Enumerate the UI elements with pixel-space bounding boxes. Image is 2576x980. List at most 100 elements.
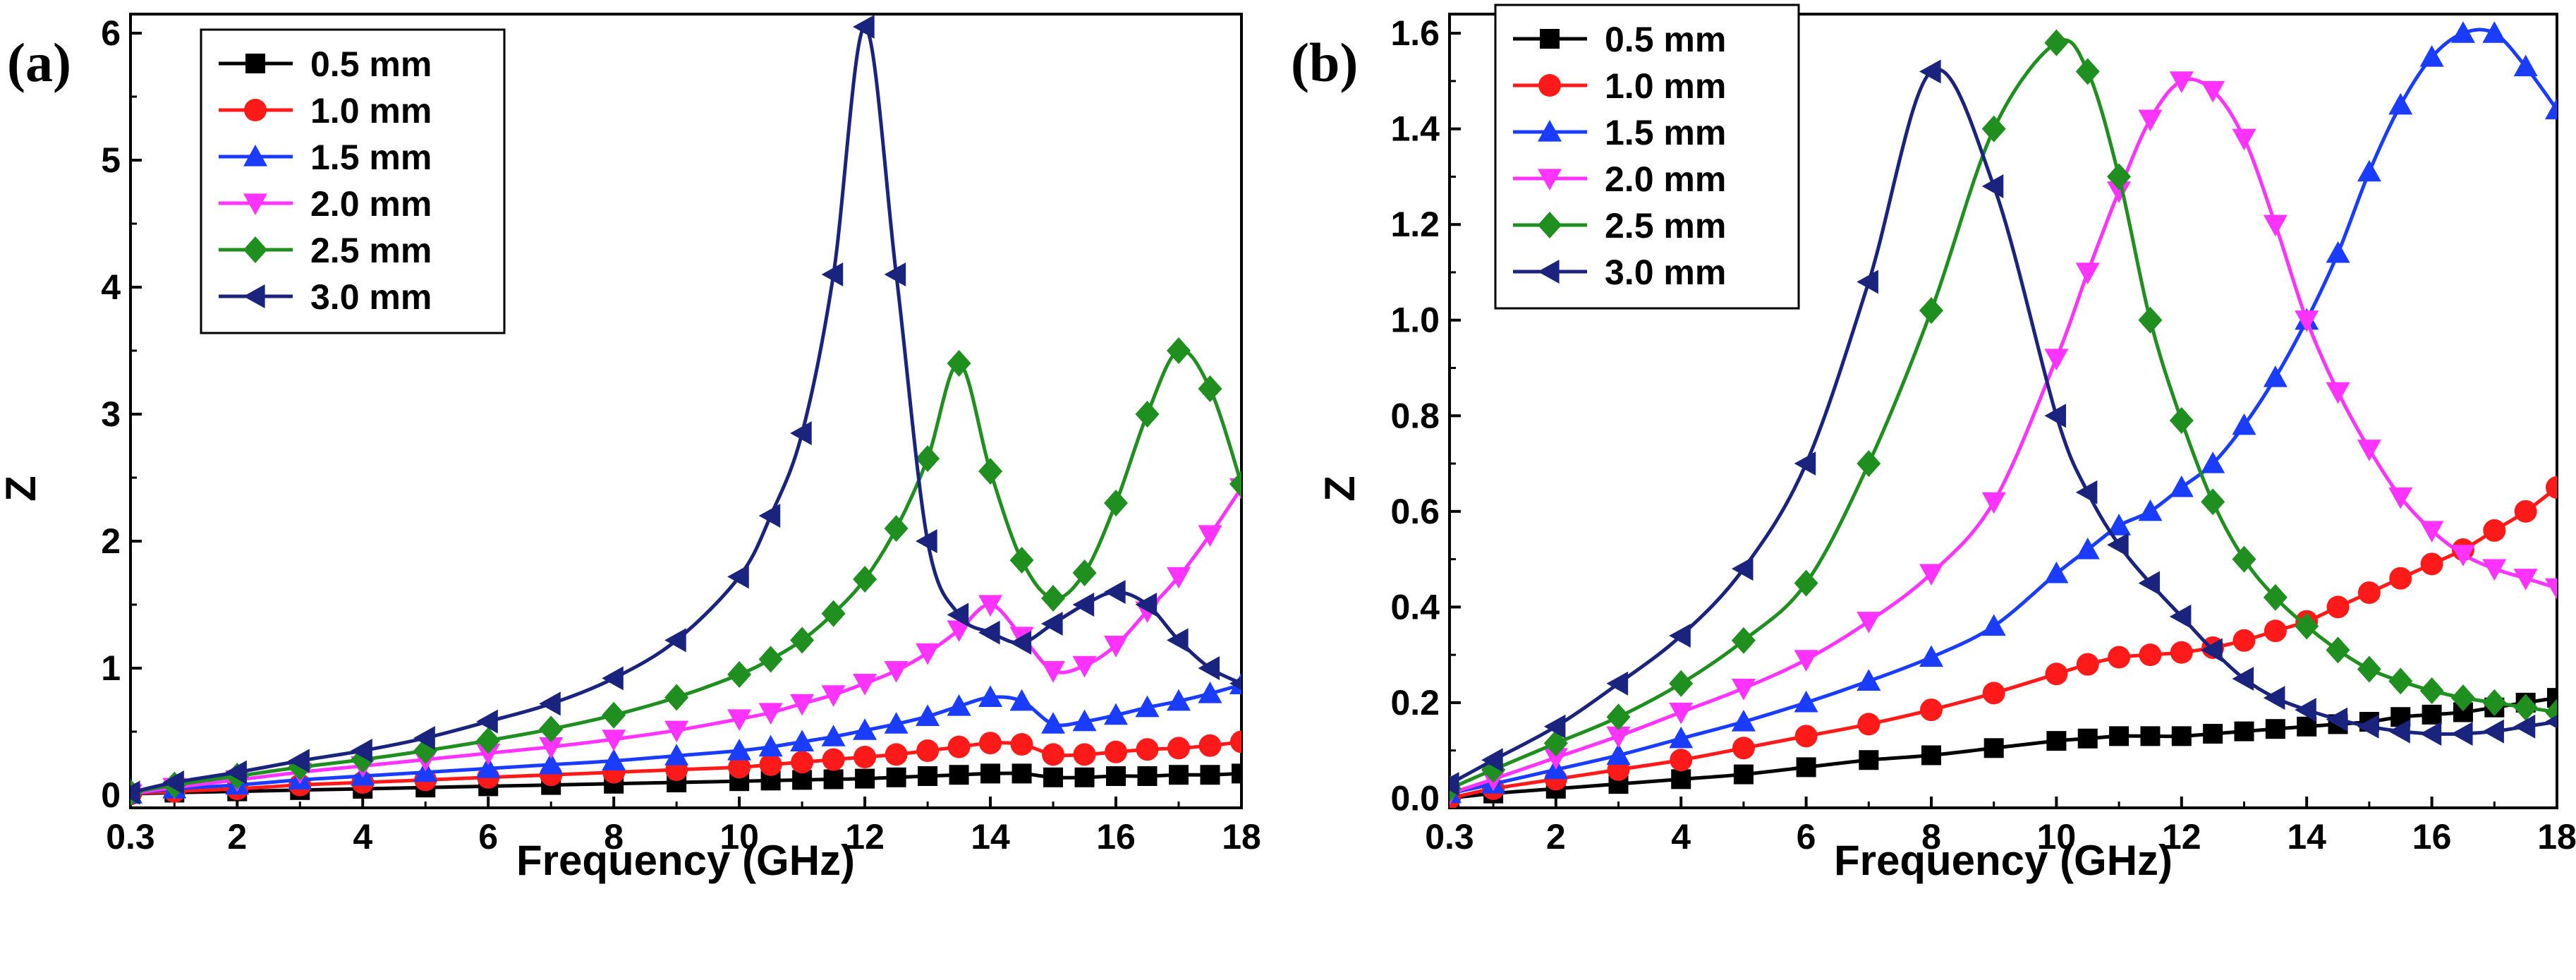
data-point [2234,721,2254,742]
data-point [2044,404,2066,428]
data-point [2450,21,2475,43]
data-point [1450,772,1459,797]
data-point [2357,159,2381,182]
data-point [2419,677,2444,704]
data-point [2326,636,2350,664]
legend-marker [1538,260,1560,284]
data-point [2513,569,2538,591]
x-tick-label: 14 [971,817,1010,857]
data-point [790,627,815,654]
legend-label: 0.5 mm [1605,20,1726,59]
data-point [476,709,498,734]
data-point [791,751,814,774]
data-point [727,661,752,688]
x-tick-label: 12 [845,817,885,857]
data-point [1136,738,1159,761]
data-point [2107,181,2132,203]
data-point [2140,726,2161,746]
data-point [1198,682,1222,703]
data-point [2169,71,2194,93]
data-point [1919,645,1943,667]
data-point [2389,567,2412,590]
data-point [1731,627,1756,654]
data-point [1669,670,1694,697]
x-tick-label: 8 [1921,817,1941,857]
data-point [1919,564,1943,586]
data-point [918,766,938,786]
data-point [1919,297,1943,325]
data-point [476,744,501,766]
data-point [1733,764,1754,785]
data-point [2545,715,2557,729]
y-tick-label: 0.2 [1390,683,1440,722]
data-point [1669,624,1691,648]
data-point [1074,767,1095,787]
data-point [1919,698,1943,722]
data-point [1606,703,1631,731]
data-point [978,458,1003,485]
data-point [2545,97,2557,120]
data-point [978,620,1000,645]
data-point [1042,743,1065,766]
data-point [1669,726,1694,749]
data-point [1010,733,1033,756]
data-point [1794,569,1818,597]
y-tick-label: 1.4 [1390,109,1440,149]
data-point [2326,707,2348,732]
data-point [1072,709,1097,732]
data-point [978,595,1003,617]
data-point [947,735,971,758]
data-point [758,646,783,673]
legend-label: 3.0 mm [1605,253,1726,292]
legend-marker [1540,29,1560,49]
data-point [1041,585,1066,612]
legend-marker [243,236,267,263]
data-point [2169,407,2194,435]
data-point [2419,721,2442,746]
data-point [1230,730,1241,754]
y-tick-label: 0.4 [1390,587,1440,627]
data-point [2450,684,2475,712]
data-point [1198,375,1222,402]
data-point [2264,619,2287,643]
data-point [1041,661,1066,683]
data-point [821,262,844,286]
data-point [1167,567,1191,589]
data-point [947,350,971,377]
data-point [886,767,906,787]
legend-label: 1.5 mm [310,138,432,177]
data-point [1167,689,1191,711]
data-point [2076,653,2099,676]
y-tick-label: 1.6 [1390,13,1440,53]
data-point [2169,604,2192,629]
data-point [1859,750,1879,770]
data-point [2419,521,2444,543]
legend-label: 1.5 mm [1605,113,1726,152]
data-point [853,674,877,696]
data-point [823,769,844,790]
data-point [2357,714,2379,739]
data-point [664,684,689,711]
legend: 0.5 mm 1.0 mm 1.5 mm 2.0 mm 2.5 mm 3.0 mm [200,28,506,334]
data-point [728,756,751,779]
data-point [2171,726,2192,746]
data-point [2482,21,2507,43]
data-point [1796,757,1816,778]
x-tick-label: 18 [1222,817,1261,857]
data-point [2107,163,2132,190]
x-tick-label: 12 [2162,817,2201,857]
data-point [1794,725,1818,748]
data-point [916,529,937,553]
data-point [2139,643,2162,667]
data-point [1041,612,1063,636]
data-point [1229,677,1241,691]
data-point [790,730,815,751]
data-point [1857,612,1881,634]
data-point [288,749,310,773]
data-point [1794,650,1818,672]
data-point [978,685,1003,707]
data-point [1200,765,1220,785]
data-point [1981,174,2004,198]
data-point [759,753,782,776]
data-point [2450,721,2473,746]
